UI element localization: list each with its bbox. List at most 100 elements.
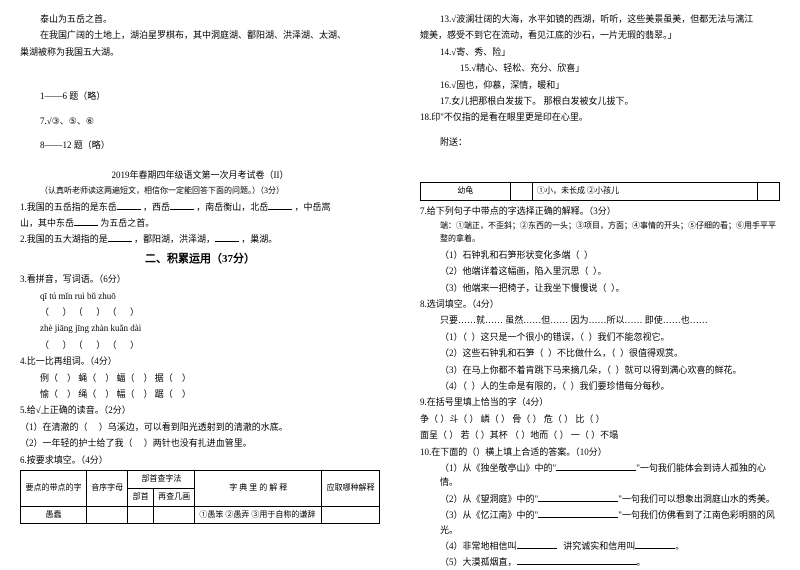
cell-blank[interactable] xyxy=(86,506,128,524)
q10-sub-3: （3）从《忆江南》中的""一句我们仿佛看到了江南色彩明丽的风光。 xyxy=(420,508,780,537)
cell: 幼龟 xyxy=(421,183,511,201)
question-9: 9.在括号里填上恰当的字（4分） xyxy=(420,395,780,409)
t: ）地而（ xyxy=(521,430,557,440)
blank[interactable] xyxy=(170,200,194,210)
t: ）。 xyxy=(611,283,625,293)
t: （2）这些石钟乳和石笋（ xyxy=(440,348,544,358)
t: ）不比做什么，（ xyxy=(548,348,616,358)
t: "一句我们可以想象出洞庭山水的秀美。 xyxy=(618,494,775,504)
blank[interactable] xyxy=(635,539,675,549)
question-3: 3.看拼音，写词语。（6分） xyxy=(20,272,380,286)
t: （3）在马上你都不着肯跳下马来摘几朵，（ xyxy=(440,365,611,375)
blank[interactable] xyxy=(517,539,557,549)
blank[interactable] xyxy=(215,232,239,242)
cell-blank[interactable] xyxy=(510,183,532,201)
w: ） 踞（ xyxy=(144,389,173,399)
question-1-cont: 山，其中东岳 为五岳之首。 xyxy=(20,216,380,230)
text-line: 巢湖被称为我国五大湖。 xyxy=(20,45,380,59)
blank[interactable] xyxy=(74,216,98,226)
q1-text-e: 山，其中东岳 xyxy=(20,218,74,228)
q9-row-2: 面呈（ ） 若（ ）其杯 （ ）地而（ ） 一（ ）不塌 xyxy=(420,428,780,442)
question-8: 8.选词填空。（4分） xyxy=(420,297,780,311)
w: ） xyxy=(182,389,191,399)
q1-text-c: ，南岳衡山，北岳 xyxy=(196,202,268,212)
t: 。 xyxy=(637,557,646,567)
blank[interactable] xyxy=(517,555,637,565)
t: 面呈（ xyxy=(420,430,447,440)
t: ）。 xyxy=(593,266,607,276)
text-line: 13.√波澜壮阔的大海，水平如镜的西湖，听听，这些美景虽美，但都无法与漓江 xyxy=(420,12,780,26)
answer-line: 8——12 题（略） xyxy=(20,138,380,152)
q10-sub-5: （5）大漠孤烟直， 。 xyxy=(420,555,780,569)
t: ） 一（ xyxy=(560,430,589,440)
th-col3: 部首查字法 xyxy=(128,470,195,488)
q8-sub-2: （2）这些石钟乳和石笋（ ）不比做什么，（ ）很值得观赏。 xyxy=(420,346,780,360)
word-pair-row-2: 愉（ ） 绳（ ） 幅（ ） 踞（ ） xyxy=(20,387,380,401)
q8-conj: 只要……就…… 虽然……但…… 因为……所以…… 即使……也…… xyxy=(420,313,780,327)
q1-text-d: ，中岳嵩 xyxy=(295,202,331,212)
text-line: 15.√精心、轻松、充分、欣喜」 xyxy=(420,61,780,75)
t: ） 危（ xyxy=(533,414,562,424)
th-col2: 音序字母 xyxy=(86,470,128,506)
t: （1）从《独坐敬亭山》中的" xyxy=(440,463,556,473)
blank[interactable] xyxy=(538,508,618,518)
paren-row-2: （ ） （ ） （ ） xyxy=(20,338,380,352)
t: 讲究诚实和信用叫 xyxy=(563,541,635,551)
q10-sub-4: （4）非常地相信叫 讲究诚实和信用叫。 xyxy=(420,539,780,553)
t: 争（ xyxy=(420,414,438,424)
q8-sub-4: （4）（ ）人的生命是有限的，（ ）我们要珍惜每分每秒。 xyxy=(420,379,780,393)
left-page: 泰山为五岳之首。 在我国广阔的土地上，湖泊星罗棋布，其中洞庭湖、鄱阳湖、洪泽湖、… xyxy=(0,0,400,565)
t: ） xyxy=(584,250,593,260)
exam-subtitle: （认真听老师读这两遍短文，相信你一定能回答下面的问题。）（3分） xyxy=(20,185,380,198)
cell: 愚蠢 xyxy=(21,506,87,524)
pinyin-row-2: zhè jiāng jīng zhàn kuǎn dài xyxy=(20,321,380,335)
q5-sub-1: （1）在清澈的（ ）乌溪边，可以看到阳光透射到的清澈的水底。 xyxy=(20,420,380,434)
th-col5: 应取哪种解释 xyxy=(322,470,380,506)
th-col4: 字 典 里 的 解 释 xyxy=(195,470,322,506)
t: （5）大漠孤烟直， xyxy=(440,557,517,567)
cell-blank[interactable] xyxy=(322,506,380,524)
q7-sub-3: （3）他端来一把椅子，让我坐下慢慢说（ ）。 xyxy=(420,281,780,295)
cell-blank[interactable] xyxy=(128,506,153,524)
t: ）很值得观赏。 xyxy=(620,348,683,358)
exam-title: 2019年春期四年级语文第一次月考试卷（II） xyxy=(20,168,380,182)
blank[interactable] xyxy=(268,200,292,210)
t: ） 嶙（ xyxy=(470,414,499,424)
text-line: 17.女儿把那根白发拔下。 那根白发被女儿拔下。 xyxy=(420,94,780,108)
t: ） 骨（ xyxy=(501,414,530,424)
table-row: 愚蠢 ①愚笨 ②愚弄 ③用于自称的谦辞 xyxy=(21,506,380,524)
blank[interactable] xyxy=(108,232,132,242)
cell-blank[interactable] xyxy=(153,506,195,524)
question-1: 1.我国的五岳指的是东岳 ，西岳 ，南岳衡山，北岳 ，中岳嵩 xyxy=(20,200,380,214)
blank[interactable] xyxy=(117,200,141,210)
t: （4）（ xyxy=(440,381,467,391)
question-6: 6.按要求填空。（4分） xyxy=(20,453,380,467)
t: ） 若（ xyxy=(449,430,478,440)
q1-text-f: 为五岳之首。 xyxy=(100,218,154,228)
lookup-table: 要点的带点的字 音序字母 部首查字法 字 典 里 的 解 释 应取哪种解释 部首… xyxy=(20,470,380,524)
pinyin-row-1: qī tú mǐn ruì bǔ zhuō xyxy=(20,289,380,303)
blank[interactable] xyxy=(538,492,618,502)
question-2: 2.我国的五大湖指的是 ，鄱阳湖，洪泽湖， ，巢湖。 xyxy=(20,232,380,246)
cell: ①愚笨 ②愚弄 ③用于自称的谦辞 xyxy=(195,506,322,524)
q7-defs: 端：①端正，不歪斜；②东西的一头；③项目，方面；④事情的开头；⑤仔细的看；⑥用手… xyxy=(420,220,780,246)
t: （2）他端详着这幅画，陷入里沉思（ xyxy=(440,266,589,276)
cell-blank[interactable] xyxy=(757,183,779,201)
answer-line: 1——6 题（略） xyxy=(20,89,380,103)
q8-sub-1: （1）（ ）这只是一个很小的错误，（ ）我们不能忽视它。 xyxy=(420,330,780,344)
w: 例（ xyxy=(40,373,58,383)
q2-text-a: 2.我国的五大湖指的是 xyxy=(20,234,108,244)
t: （1）石钟乳和石笋形状变化多端（ xyxy=(440,250,580,260)
blank[interactable] xyxy=(556,461,636,471)
t: ）不塌 xyxy=(591,430,618,440)
q5-sub-2: （2）一年轻的护士给了我（ ）两针也没有扎进血管里。 xyxy=(20,436,380,450)
q9-row-1: 争（ ）斗（ ） 嶙（ ） 骨（ ） 危（ ） 比（ ） xyxy=(420,412,780,426)
text-line: 18.印"不仅指的是看在眼里更是印在心里。 xyxy=(420,110,780,124)
answer-line: 7.√③、⑤、⑥ xyxy=(20,114,380,128)
q10-sub-1: （1）从《独坐敬亭山》中的""一句我们能体会到诗人孤独的心情。 xyxy=(420,461,780,490)
t: （4）非常地相信叫 xyxy=(440,541,517,551)
w: ） 蝇（ xyxy=(67,373,96,383)
t: ）斗（ xyxy=(440,414,467,424)
question-4: 4.比一比再组词。（4分） xyxy=(20,354,380,368)
q7-sub-1: （1）石钟乳和石笋形状变化多端（ ） xyxy=(420,248,780,262)
